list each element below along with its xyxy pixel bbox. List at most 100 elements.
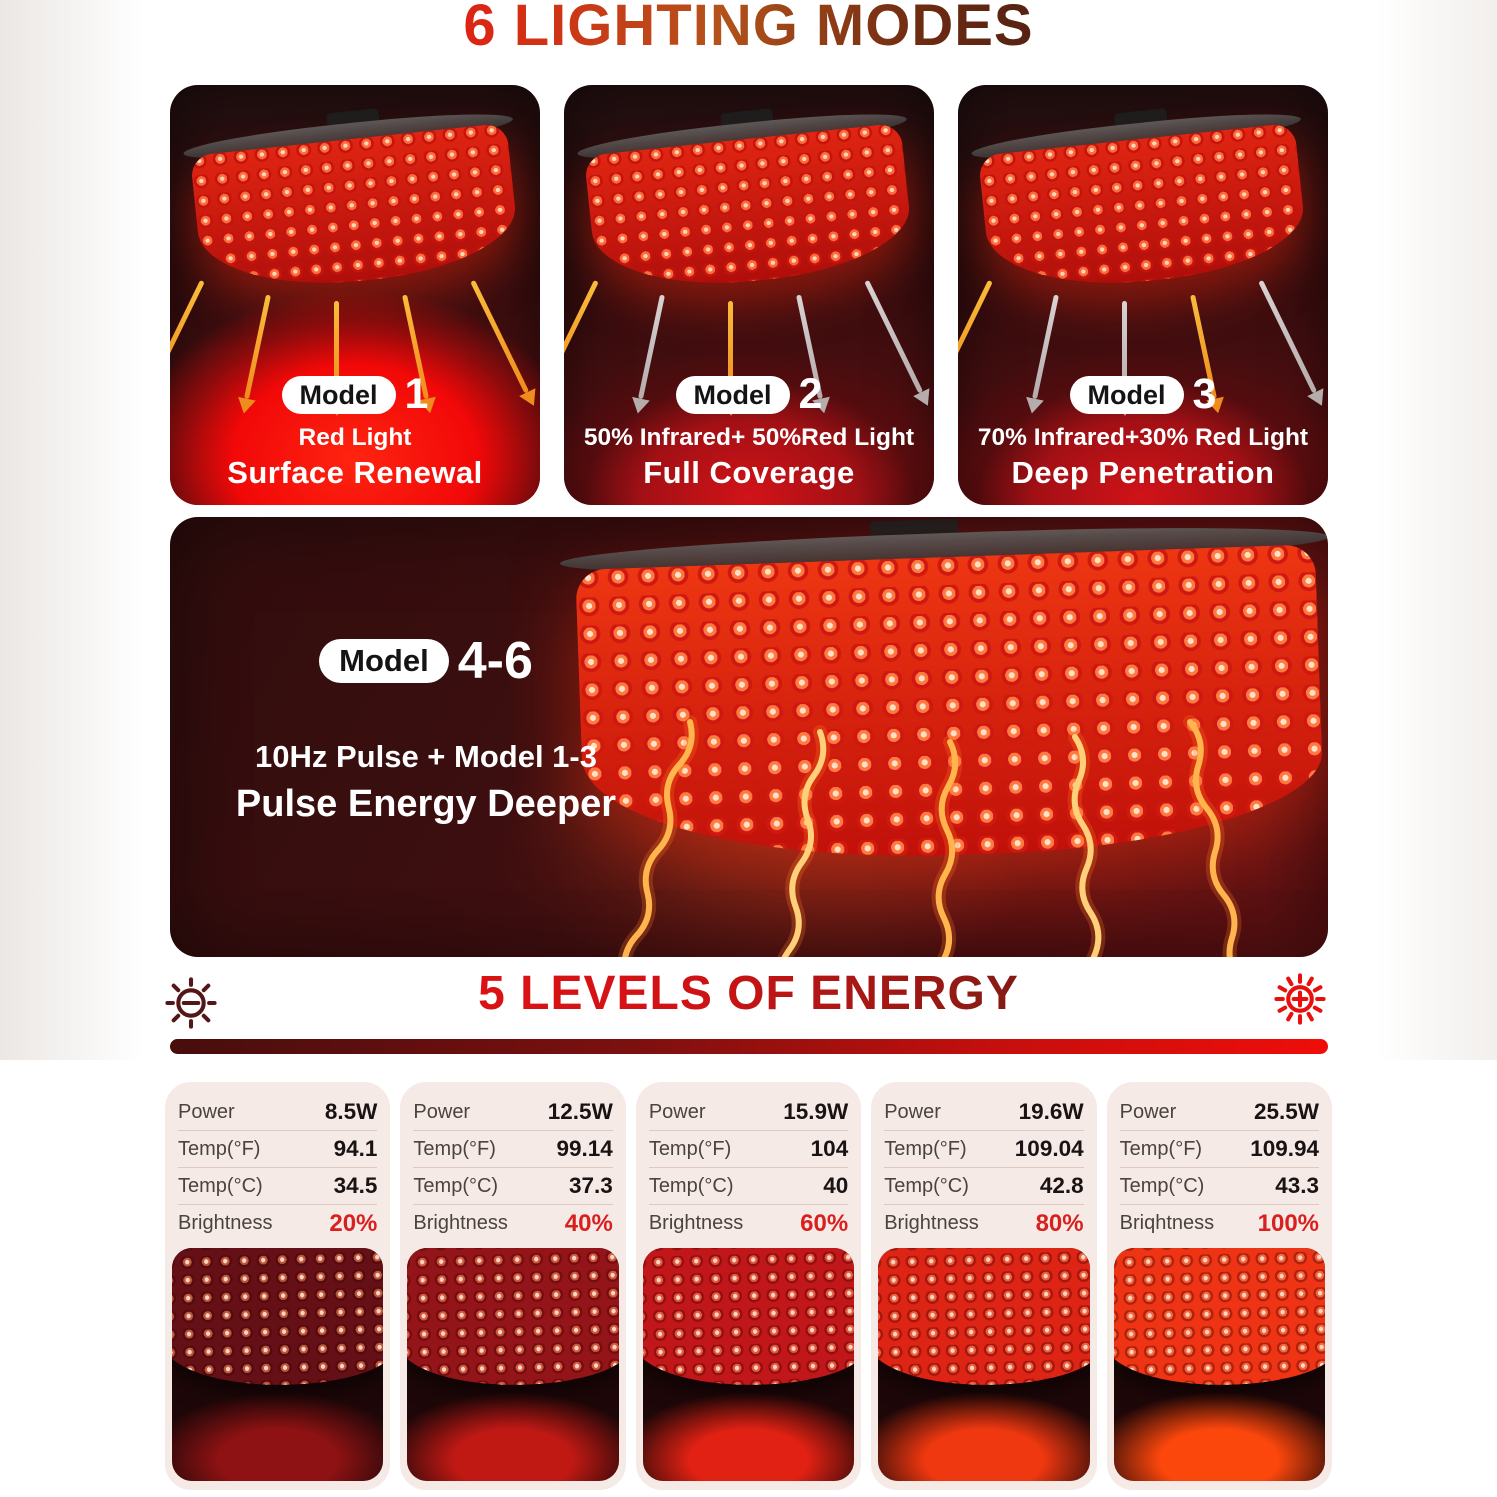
stat-value: 40	[823, 1173, 849, 1198]
stat-row: Temp(°F) 104	[648, 1131, 849, 1168]
page-shading-left	[0, 0, 168, 1060]
pulse-wave-icon	[617, 715, 1248, 957]
mode-subtitle: Red Light	[298, 424, 412, 451]
mode-title: Deep Penetration	[1011, 455, 1275, 490]
led-device-image	[969, 106, 1310, 298]
stat-value: 15.9W	[783, 1099, 849, 1124]
stat-label: Brightness	[178, 1212, 273, 1234]
stat-value: 94.1	[333, 1136, 378, 1161]
model-pill: Model	[319, 639, 449, 683]
stat-row: Temp(°C) 43.3	[1119, 1168, 1320, 1205]
pulse-subtitle: 10Hz Pulse + Model 1-3	[255, 739, 597, 774]
led-device-image	[181, 106, 522, 298]
stat-label: Temp(°C)	[413, 1174, 499, 1197]
model-pill: Model	[675, 375, 790, 414]
stat-value: 37.3	[569, 1173, 613, 1198]
stat-value: 99.14	[556, 1136, 613, 1161]
pulse-caption: Model 4-6 10Hz Pulse + Model 1-3 Pulse E…	[206, 635, 646, 826]
led-device-image	[575, 106, 916, 298]
stats-table: Power 12.5W Temp(°F) 99.14 Temp(°C) 37.3 Br…	[400, 1082, 625, 1242]
model-pill: Model	[1069, 375, 1184, 414]
mode-panel-2: Model 2 50% Infrared+ 50%Red Light Full …	[564, 85, 934, 505]
stat-value: 60%	[800, 1209, 849, 1237]
stat-value: 42.8	[1039, 1173, 1084, 1198]
stat-value: 100%	[1257, 1209, 1320, 1237]
stat-value: 19.6W	[1018, 1099, 1084, 1124]
stat-value: 34.5	[333, 1173, 378, 1198]
stat-value: 12.5W	[547, 1099, 613, 1124]
stat-label: Temp(°F)	[648, 1137, 732, 1160]
stat-label: Power	[884, 1100, 941, 1123]
sun-minus-icon	[165, 977, 217, 1029]
stat-row: Briqhtness 100%	[1120, 1205, 1319, 1242]
energy-level-card-5: Power 25.5W Temp(°F) 109.94 Temp(°C) 43.3 B…	[1106, 1082, 1333, 1490]
mode-subtitle: 50% Infrared+ 50%Red Light	[583, 424, 915, 451]
model-number: 2	[798, 370, 823, 418]
energy-level-card-1: Power 8.5W Temp(°F) 94.1 Temp(°C) 34.5 Brig…	[165, 1082, 391, 1490]
stat-label: Temp(°C)	[178, 1174, 263, 1197]
brightness-photo	[172, 1248, 384, 1481]
pulse-mode-panel: Model 4-6 10Hz Pulse + Model 1-3 Pulse E…	[170, 517, 1328, 957]
stats-table: Power 19.6W Temp(°F) 109.04 Temp(°C) 42.8 B…	[871, 1082, 1096, 1242]
stat-label: Briqhtness	[1119, 1212, 1215, 1234]
stat-value: 43.3	[1275, 1173, 1320, 1198]
mode-caption: Model 1 Red Light Surface Renewal	[170, 373, 540, 491]
stat-row: Brightness 20%	[178, 1205, 377, 1242]
stats-table: Power 15.9W Temp(°F) 104 Temp(°C) 40 Bright…	[636, 1082, 861, 1242]
stat-value: 20%	[329, 1209, 378, 1237]
page-shading-right	[1337, 0, 1497, 1060]
stat-label: Temp(°F)	[884, 1137, 967, 1160]
stat-label: Brightness	[884, 1212, 979, 1234]
energy-level-card-4: Power 19.6W Temp(°F) 109.04 Temp(°C) 42.8 B…	[871, 1082, 1097, 1490]
stat-value: 109.04	[1014, 1136, 1084, 1161]
stat-row: Temp(°C) 40	[648, 1168, 849, 1205]
stat-label: Brightness	[648, 1212, 744, 1234]
stat-label: Power	[413, 1100, 471, 1123]
stat-row: Power 25.5W	[1119, 1094, 1320, 1131]
stat-row: Temp(°C) 42.8	[884, 1168, 1084, 1205]
stat-value: 80%	[1035, 1209, 1084, 1237]
stat-label: Power	[178, 1100, 235, 1123]
stat-row: Power 19.6W	[884, 1094, 1084, 1131]
stat-row: Temp(°F) 99.14	[413, 1131, 613, 1168]
stats-table: Power 25.5W Temp(°F) 109.94 Temp(°C) 43.3 B…	[1107, 1082, 1332, 1242]
stat-label: Power	[648, 1100, 706, 1123]
energy-title: 5 LEVELS OF ENERGY	[0, 966, 1497, 1021]
stat-label: Temp(°F)	[1119, 1137, 1203, 1160]
stat-row: Temp(°F) 109.04	[884, 1131, 1084, 1168]
model-number: 4-6	[457, 632, 533, 690]
stat-row: Temp(°C) 34.5	[178, 1168, 378, 1205]
stat-value: 8.5W	[324, 1099, 378, 1124]
energy-level-card-2: Power 12.5W Temp(°F) 99.14 Temp(°C) 37.3 Br…	[400, 1082, 626, 1490]
stat-value: 40%	[564, 1209, 613, 1237]
brightness-photo	[1113, 1248, 1326, 1481]
mode-title: Full Coverage	[643, 455, 855, 490]
lighting-modes-row: Model 1 Red Light Surface Renewal Model …	[170, 85, 1328, 505]
stat-row: Temp(°F) 109.94	[1119, 1131, 1320, 1168]
brightness-photo	[878, 1248, 1090, 1481]
energy-levels-row: Power 8.5W Temp(°F) 94.1 Temp(°C) 34.5 Brig…	[165, 1082, 1333, 1490]
energy-level-card-3: Power 15.9W Temp(°F) 104 Temp(°C) 40 Bright…	[635, 1082, 862, 1490]
red-glow	[564, 328, 934, 505]
stat-value: 25.5W	[1254, 1099, 1320, 1124]
model-pill: Model	[281, 375, 396, 414]
model-number: 3	[1192, 370, 1217, 418]
stat-row: Temp(°F) 94.1	[178, 1131, 378, 1168]
stat-row: Brightness 40%	[413, 1205, 612, 1242]
stat-row: Brightness 60%	[649, 1205, 848, 1242]
stat-row: Brightness 80%	[884, 1205, 1083, 1242]
red-glow	[958, 328, 1328, 505]
stat-label: Temp(°C)	[648, 1174, 734, 1197]
stat-row: Temp(°C) 37.3	[413, 1168, 613, 1205]
brightness-photo	[407, 1248, 619, 1481]
energy-header: 5 LEVELS OF ENERGY	[0, 966, 1497, 1032]
stat-value: 104	[810, 1136, 849, 1161]
stat-row: Power 12.5W	[413, 1094, 613, 1131]
mode-title: Surface Renewal	[227, 455, 483, 490]
stat-row: Power 15.9W	[648, 1094, 849, 1131]
stat-label: Temp(°C)	[884, 1174, 969, 1197]
energy-gradient-bar	[170, 1039, 1328, 1054]
mode-caption: Model 3 70% Infrared+30% Red Light Deep …	[958, 373, 1328, 491]
stat-label: Temp(°C)	[1119, 1174, 1205, 1197]
mode-panel-3: Model 3 70% Infrared+30% Red Light Deep …	[958, 85, 1328, 505]
